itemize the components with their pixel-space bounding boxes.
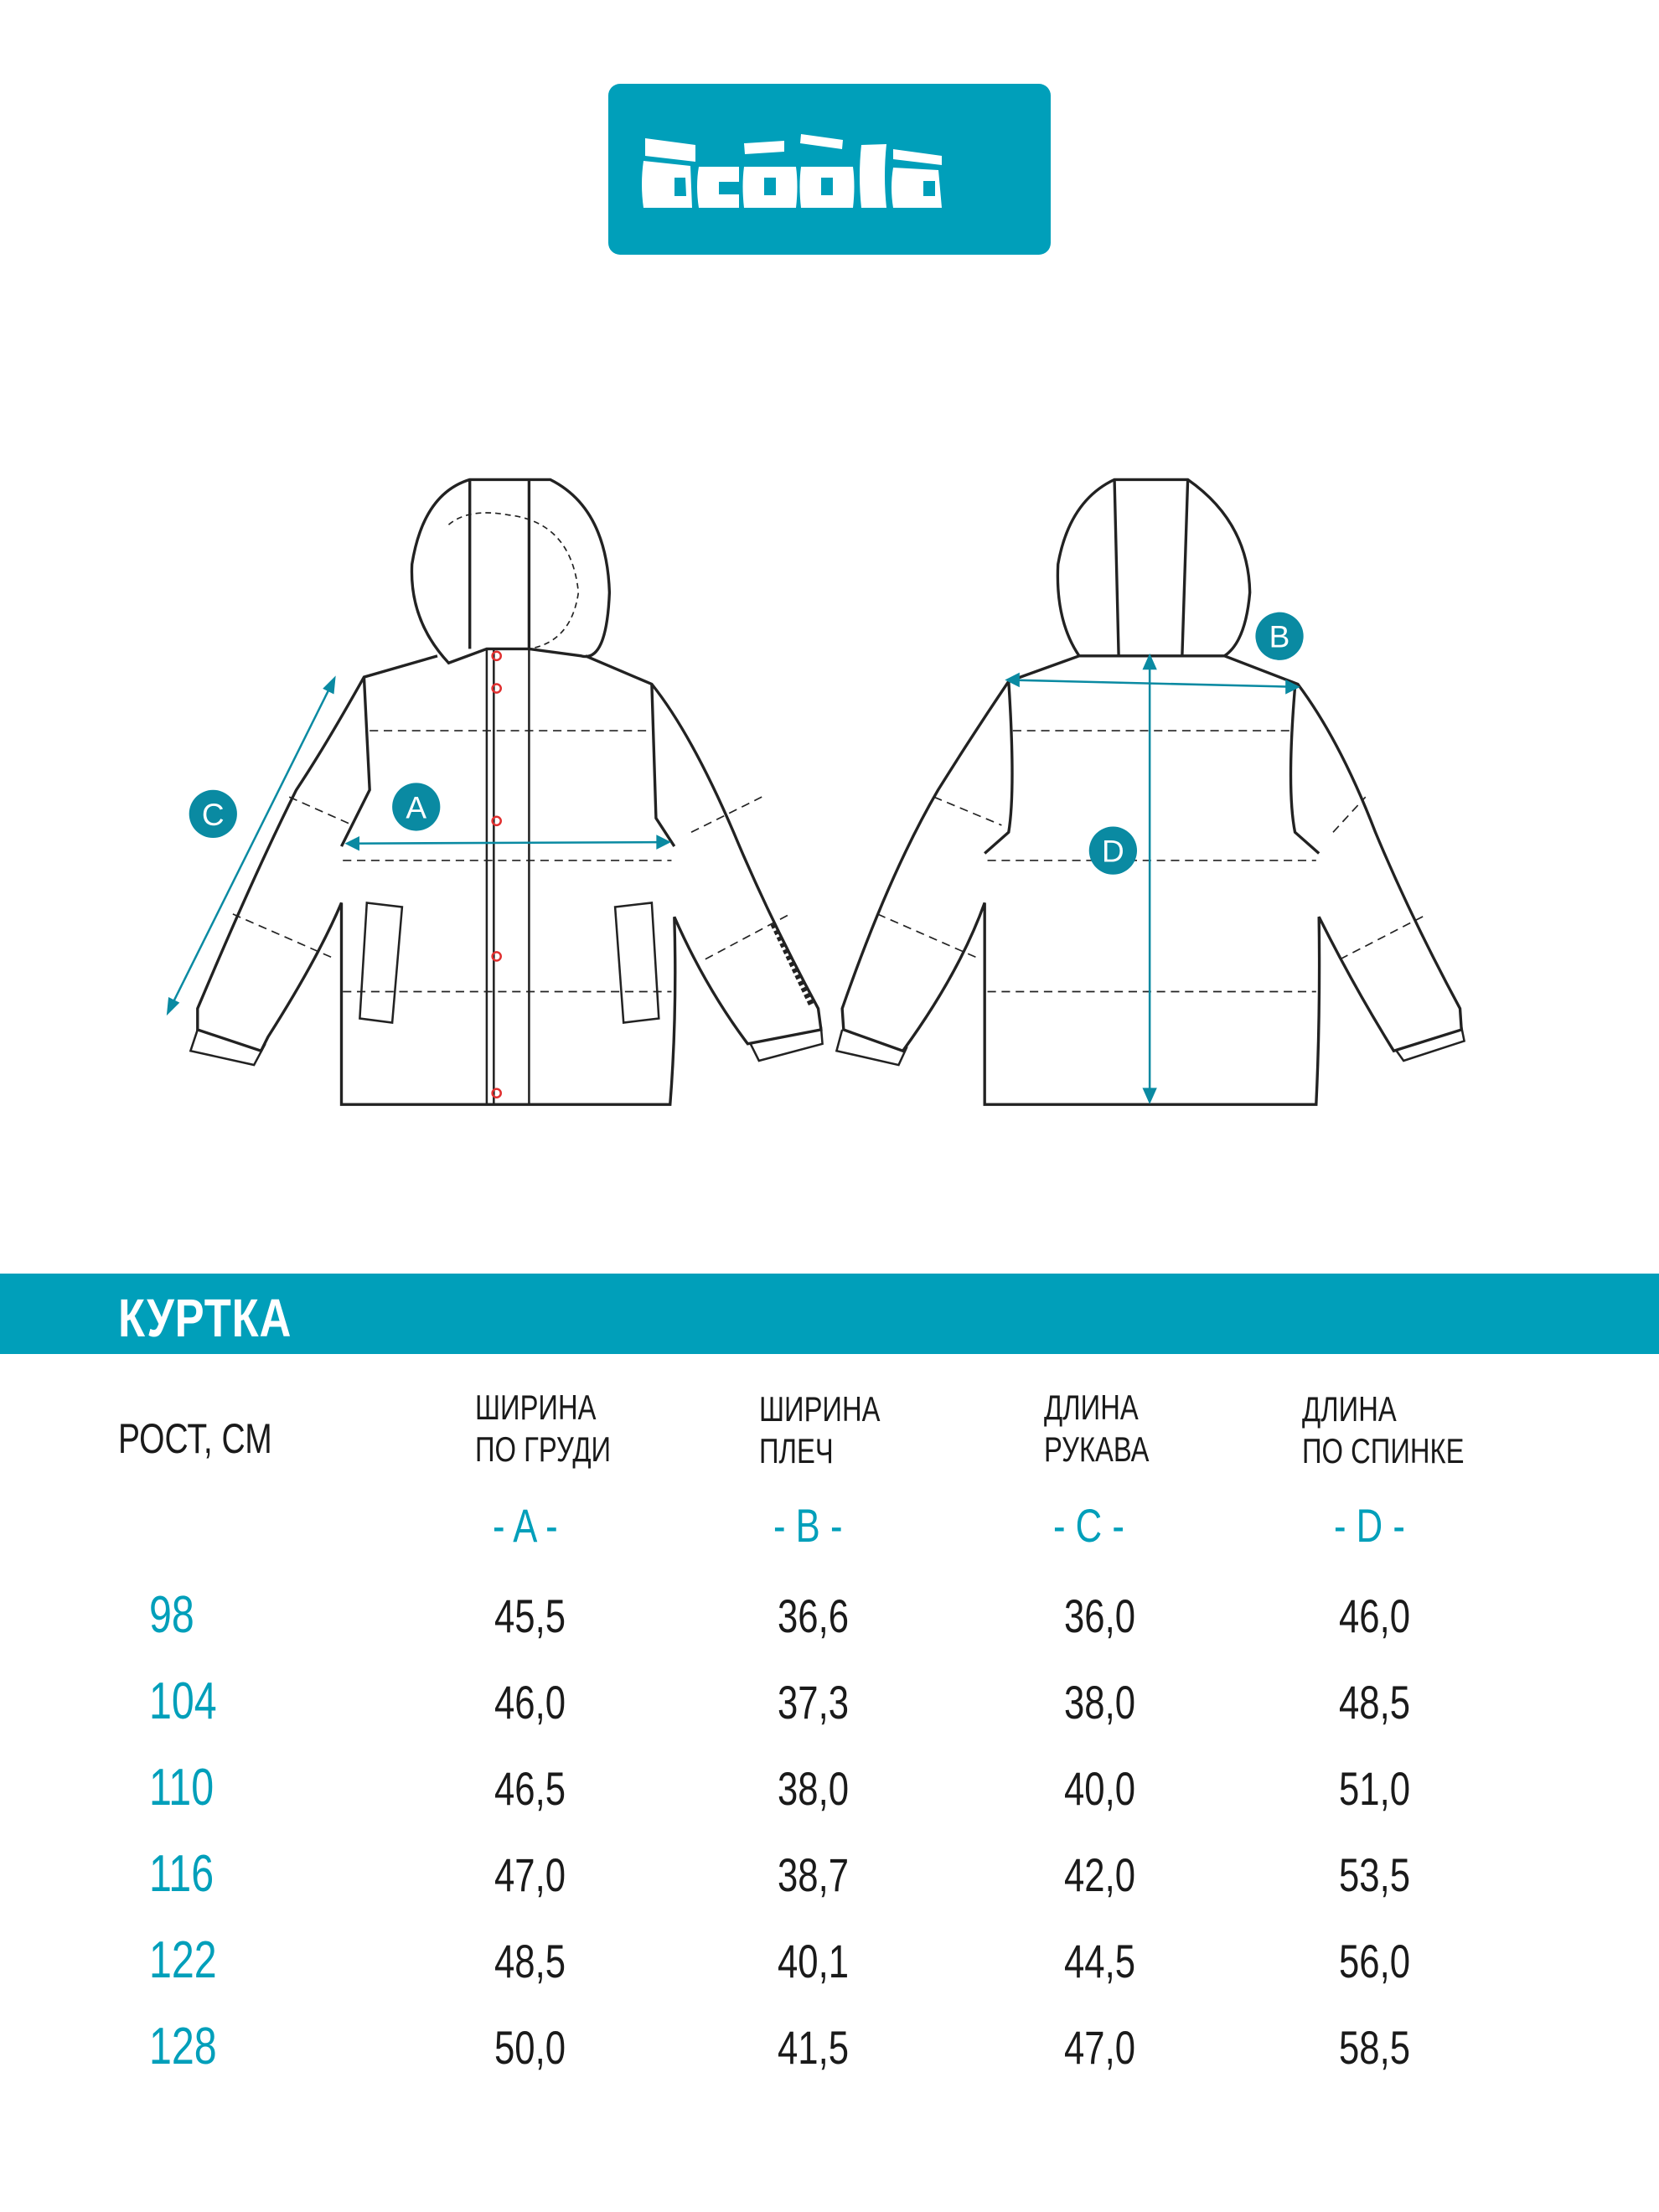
value-cell: 48,5	[494, 1935, 566, 1987]
value-cell: 51,0	[1339, 1762, 1411, 1815]
value-cell: 46,0	[494, 1676, 566, 1729]
value-cell: 36,6	[778, 1589, 850, 1642]
logo-wordmark	[642, 134, 942, 208]
size-cell: 128	[149, 2018, 217, 2075]
value-cell: 46,0	[1339, 1589, 1411, 1642]
value-cell: 37,3	[778, 1676, 850, 1729]
value-cell: 42,0	[1064, 1848, 1136, 1901]
size-cell: 104	[149, 1672, 217, 1730]
value-cell: 40,0	[1064, 1762, 1136, 1815]
label-d: D	[1088, 826, 1138, 875]
value-cell: 58,5	[1339, 2021, 1411, 2074]
row-header: РОСТ, СМ	[118, 1415, 272, 1462]
front-body	[196, 654, 823, 1106]
value-cell: 45,5	[494, 1589, 566, 1642]
column-code-b: - B -	[773, 1499, 843, 1552]
value-cell: 48,5	[1339, 1676, 1411, 1729]
jacket-diagram: A B C D	[0, 419, 1659, 1257]
value-cell: 41,5	[778, 2021, 850, 2074]
value-cell: 38,0	[778, 1762, 850, 1815]
value-cell: 47,0	[1064, 2021, 1136, 2074]
value-cell: 40,1	[778, 1935, 850, 1987]
back-body	[840, 654, 1463, 1106]
front-hood	[410, 478, 612, 665]
value-cell: 38,0	[1064, 1676, 1136, 1729]
column-code-d: - D -	[1334, 1499, 1405, 1552]
column-code-c: - C -	[1053, 1499, 1124, 1552]
column-header-d: ДЛИНА ПО СПИНКЕ	[1302, 1389, 1465, 1470]
svg-text:D: D	[1102, 834, 1124, 869]
label-a: A	[392, 783, 441, 831]
jacket-sketch: A B C D	[166, 478, 1466, 1106]
value-cell: 46,5	[494, 1762, 566, 1815]
value-cell: 47,0	[494, 1848, 566, 1901]
size-cell: 110	[149, 1759, 214, 1817]
value-cell: 56,0	[1339, 1935, 1411, 1987]
value-cell: 44,5	[1064, 1935, 1136, 1987]
section-band: КУРТКА	[0, 1274, 1659, 1354]
column-header-a: ШИРИНА ПО ГРУДИ	[475, 1388, 612, 1469]
size-cell: 116	[149, 1845, 214, 1903]
column-code-a: - A -	[493, 1499, 558, 1552]
column-header-b: ШИРИНА ПЛЕЧ	[759, 1389, 881, 1470]
back-hood	[1056, 478, 1252, 658]
value-cell: 53,5	[1339, 1848, 1411, 1901]
svg-text:C: C	[202, 797, 225, 832]
section-title: КУРТКА	[118, 1288, 292, 1348]
size-cell: 98	[149, 1586, 194, 1644]
svg-text:B: B	[1269, 619, 1290, 654]
brand-logo	[608, 84, 1051, 255]
label-c: C	[189, 789, 237, 838]
svg-text:A: A	[406, 789, 426, 824]
value-cell: 50,0	[494, 2021, 566, 2074]
label-b: B	[1255, 612, 1304, 660]
column-header-c: ДЛИНА РУКАВА	[1044, 1388, 1150, 1469]
size-cell: 122	[149, 1931, 217, 1989]
value-cell: 38,7	[778, 1848, 850, 1901]
value-cell: 36,0	[1064, 1589, 1136, 1642]
